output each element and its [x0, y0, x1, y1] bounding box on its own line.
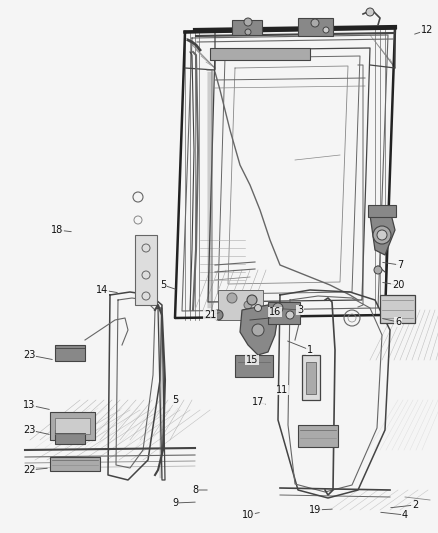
Circle shape	[252, 324, 264, 336]
Text: 17: 17	[252, 397, 264, 407]
Text: 6: 6	[395, 317, 401, 327]
Text: 15: 15	[246, 355, 258, 365]
Circle shape	[311, 19, 319, 27]
Circle shape	[373, 226, 391, 244]
Text: 23: 23	[23, 350, 35, 360]
Circle shape	[323, 27, 329, 33]
Bar	[55, 418, 90, 434]
Text: 4: 4	[402, 510, 408, 520]
Text: 5: 5	[172, 395, 178, 405]
Circle shape	[244, 18, 252, 26]
Text: 13: 13	[23, 400, 35, 410]
Text: 11: 11	[276, 385, 288, 395]
Text: 19: 19	[309, 505, 321, 515]
Text: 21: 21	[204, 310, 216, 320]
Text: 22: 22	[23, 465, 35, 475]
Bar	[55, 430, 85, 444]
Text: 18: 18	[51, 225, 63, 235]
Text: 14: 14	[96, 285, 108, 295]
Polygon shape	[370, 210, 395, 255]
Bar	[268, 302, 300, 324]
Bar	[218, 290, 263, 320]
Text: 1: 1	[307, 345, 313, 355]
Text: 23: 23	[23, 425, 35, 435]
Text: 9: 9	[172, 498, 178, 508]
Circle shape	[213, 310, 223, 320]
Text: 2: 2	[412, 500, 418, 510]
Bar	[55, 345, 85, 361]
Circle shape	[247, 295, 257, 305]
Text: 10: 10	[242, 510, 254, 520]
Circle shape	[374, 266, 382, 274]
Bar	[306, 362, 316, 394]
Bar	[380, 295, 415, 323]
Bar	[235, 355, 273, 377]
Bar	[298, 18, 333, 36]
Circle shape	[273, 303, 283, 313]
Text: 20: 20	[392, 280, 404, 290]
Circle shape	[366, 8, 374, 16]
Bar	[298, 425, 338, 447]
Bar	[135, 235, 157, 305]
Circle shape	[245, 29, 251, 35]
Bar	[50, 457, 100, 471]
Text: 3: 3	[297, 305, 303, 315]
Text: 5: 5	[160, 280, 166, 290]
Bar	[232, 20, 262, 35]
Bar	[50, 412, 95, 440]
Circle shape	[227, 293, 237, 303]
Circle shape	[254, 304, 261, 311]
Text: 7: 7	[397, 260, 403, 270]
Circle shape	[286, 311, 294, 319]
Polygon shape	[240, 305, 278, 355]
Circle shape	[244, 301, 252, 309]
Bar	[368, 205, 396, 217]
Text: 8: 8	[192, 485, 198, 495]
Circle shape	[377, 230, 387, 240]
Text: 12: 12	[421, 25, 433, 35]
Text: 16: 16	[269, 307, 281, 317]
Bar	[302, 355, 320, 400]
Bar	[210, 48, 310, 60]
